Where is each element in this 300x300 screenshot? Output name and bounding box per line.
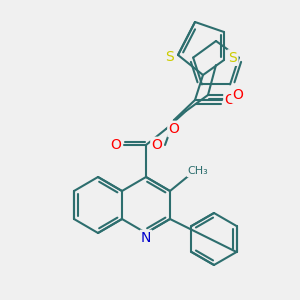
Text: O: O — [225, 93, 236, 107]
Text: O: O — [232, 88, 243, 102]
Text: O: O — [152, 138, 162, 152]
Text: CH₃: CH₃ — [188, 166, 208, 176]
Text: S: S — [229, 51, 237, 64]
Text: O: O — [111, 138, 122, 152]
Text: N: N — [141, 231, 151, 245]
Text: O: O — [169, 122, 179, 136]
Text: S: S — [166, 50, 174, 64]
